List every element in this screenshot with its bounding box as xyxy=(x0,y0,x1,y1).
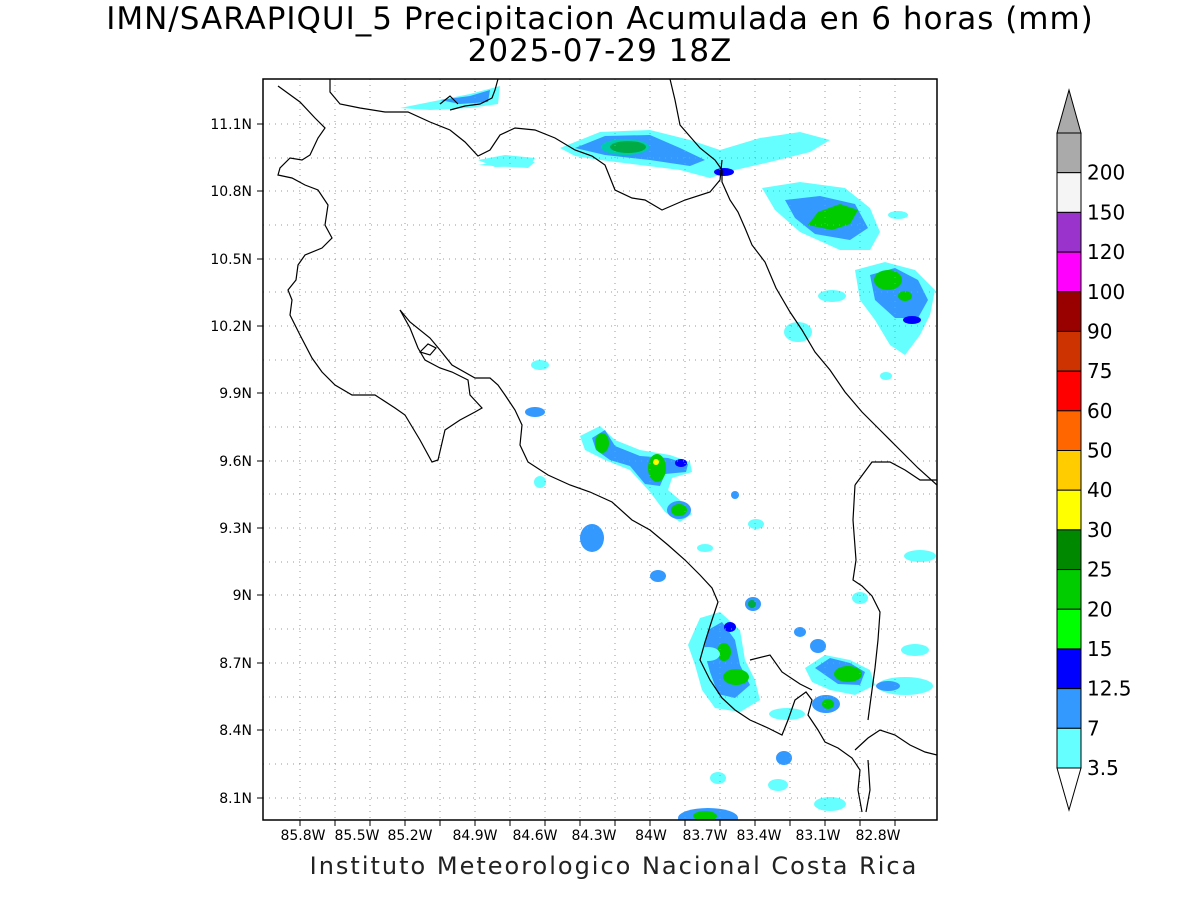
colorbar-level-label: 20 xyxy=(1087,597,1112,621)
colorbar-swatch xyxy=(1056,648,1082,690)
colorbar xyxy=(1056,88,1082,812)
map-area xyxy=(263,79,937,820)
lon-tick-label: 82.8W xyxy=(855,828,900,844)
lat-tick-label: 11.1N xyxy=(210,117,252,133)
lat-tick-label: 10.8N xyxy=(210,184,252,200)
lon-tick-label: 84.9W xyxy=(452,828,497,844)
colorbar-level-label: 120 xyxy=(1087,240,1125,264)
axis-ticks xyxy=(257,123,896,826)
footer-credit: Instituto Meteorologico Nacional Costa R… xyxy=(309,852,919,880)
colorbar-level-label: 200 xyxy=(1087,161,1125,185)
colorbar-swatch xyxy=(1056,291,1082,332)
colorbar-level-label: 100 xyxy=(1087,280,1125,304)
map-title: IMN/SARAPIQUI_5 Precipitacion Acumulada … xyxy=(106,1,1094,37)
longitude-labels: 85.8W 85.5W 85.2W 84.9W 84.6W 84.3W 84W … xyxy=(280,828,900,844)
colorbar-swatch xyxy=(1056,132,1082,174)
lon-tick-label: 84.3W xyxy=(571,828,616,844)
colorbar-level-label: 3.5 xyxy=(1087,756,1119,780)
colorbar-labels: 3.5 7 12.5 15 20 25 30 40 50 60 75 90 100 120 150 200 xyxy=(1087,161,1132,780)
colorbar-level-label: 50 xyxy=(1087,439,1112,463)
lon-tick-label: 83.1W xyxy=(795,828,840,844)
colorbar-low-arrow xyxy=(1056,767,1082,812)
lat-tick-label: 10.2N xyxy=(210,319,252,335)
colorbar-swatch xyxy=(1056,410,1082,451)
lat-tick-label: 9.6N xyxy=(219,454,252,470)
lon-tick-label: 85.8W xyxy=(280,828,325,844)
colorbar-level-label: 12.5 xyxy=(1087,677,1132,701)
colorbar-swatch xyxy=(1056,688,1082,729)
colorbar-level-label: 75 xyxy=(1087,359,1112,383)
colorbar-level-label: 7 xyxy=(1087,716,1100,740)
colorbar-swatch xyxy=(1056,489,1082,531)
colorbar-swatch xyxy=(1056,450,1082,491)
latitude-labels: 11.1N 10.8N 10.5N 10.2N 9.9N 9.6N 9.3N 9… xyxy=(210,117,252,807)
map-datetime: 2025-07-29 18Z xyxy=(467,33,733,69)
lat-tick-label: 9.3N xyxy=(219,521,252,537)
colorbar-swatch xyxy=(1056,608,1082,650)
colorbar-swatch xyxy=(1056,727,1082,769)
lat-tick-label: 9N xyxy=(233,588,252,604)
lat-tick-label: 8.1N xyxy=(219,791,252,807)
lat-tick-label: 8.7N xyxy=(219,656,252,672)
colorbar-level-label: 40 xyxy=(1087,478,1112,502)
colorbar-swatch xyxy=(1056,370,1082,412)
colorbar-swatch xyxy=(1056,251,1082,293)
colorbar-high-arrow xyxy=(1056,88,1082,134)
precipitation-field xyxy=(400,86,936,820)
lon-tick-label: 85.5W xyxy=(334,828,379,844)
colorbar-level-label: 15 xyxy=(1087,637,1112,661)
colorbar-level-label: 30 xyxy=(1087,518,1112,542)
lon-tick-label: 85.2W xyxy=(387,828,432,844)
lon-tick-label: 83.7W xyxy=(682,828,727,844)
colorbar-swatch xyxy=(1056,211,1082,253)
map-frame xyxy=(262,78,938,821)
lat-tick-label: 10.5N xyxy=(210,252,252,268)
lon-tick-label: 83.4W xyxy=(736,828,781,844)
colorbar-level-label: 150 xyxy=(1087,200,1125,224)
lat-tick-label: 9.9N xyxy=(219,386,252,402)
colorbar-level-label: 90 xyxy=(1087,319,1112,343)
colorbar-swatch xyxy=(1056,529,1082,571)
coastline-borders xyxy=(277,79,937,813)
colorbar-swatch xyxy=(1056,172,1082,213)
lon-tick-label: 84.6W xyxy=(512,828,557,844)
lat-tick-label: 8.4N xyxy=(219,723,252,739)
coordinate-grid xyxy=(263,79,937,820)
colorbar-level-label: 60 xyxy=(1087,399,1112,423)
colorbar-level-label: 25 xyxy=(1087,558,1112,582)
colorbar-swatch xyxy=(1056,569,1082,610)
colorbar-swatch xyxy=(1056,330,1082,372)
lon-tick-label: 84W xyxy=(635,828,667,844)
